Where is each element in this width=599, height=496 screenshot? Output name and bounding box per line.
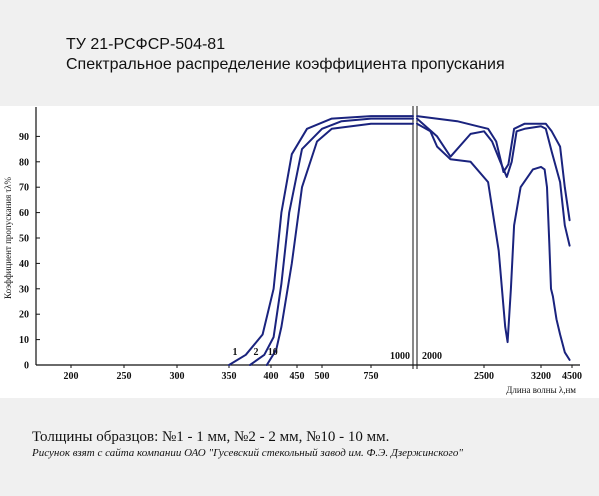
series-label-10: 10 [268,347,278,358]
series-label-1: 1 [233,347,238,358]
y-tick-label: 10 [19,335,29,346]
x-tick-label: 450 [290,371,305,382]
chart-labels: 1 2 10 Длина волны λ,нм Коэффициент пропуска… [3,177,576,395]
y-tick-label: 60 [19,208,29,219]
thickness-caption: Толщины образцов: №1 - 1 мм, №2 - 2 мм, … [32,429,390,445]
transmission-chart: 0 10 20 30 40 50 60 70 80 90 200 250 300 350 400 450 500… [3,106,582,395]
x-tick-label: 400 [264,371,279,382]
y-axis-title: Коэффициент пропускания τλ% [3,177,13,299]
series-2-infrared [416,117,571,247]
series-10-visible [265,122,414,366]
y-tick-label: 0 [24,361,29,372]
series-2-visible [249,117,414,366]
x-tick-label: 750 [364,371,379,382]
y-tick-label: 30 [19,284,29,295]
x-tick-label: 3200 [531,371,551,382]
header-band [0,0,599,106]
y-tick-label: 20 [19,310,29,321]
page-subtitle: Спектральное распределение коэффициента … [66,56,505,73]
y-tick-label: 90 [19,132,29,143]
y-tick-label: 50 [19,234,29,245]
x-tick-label: 2500 [474,371,494,382]
series-10-infrared [416,122,571,361]
x-tick-label: 350 [222,371,237,382]
x-tick-label: 500 [315,371,330,382]
y-tick-label: 80 [19,157,29,168]
x-tick-label: 250 [117,371,132,382]
series-1-infrared [416,115,571,222]
x-axis-title: Длина волны λ,нм [506,385,576,395]
page-title: ТУ 21-РСФСР-504-81 [66,36,226,53]
x-tick-label: 200 [64,371,79,382]
title-block: ТУ 21-РСФСР-504-81 Спектральное распреде… [66,35,505,75]
source-credit: Рисунок взят с сайта компании ОАО "Гусев… [32,447,463,459]
chart-ticks: 0 10 20 30 40 50 60 70 80 90 200 250 300 350 400 450 500… [19,132,582,382]
footer-band [0,398,599,496]
y-tick-label: 40 [19,259,29,270]
break-label-left: 1000 [390,351,410,362]
chart-series [228,115,571,366]
y-tick-label: 70 [19,183,29,194]
chart-axes [35,106,580,369]
x-tick-label: 300 [170,371,185,382]
series-1-visible [228,115,414,366]
series-label-2: 2 [254,347,259,358]
x-tick-label: 4500 [562,371,582,382]
break-label-right: 2000 [422,351,442,362]
